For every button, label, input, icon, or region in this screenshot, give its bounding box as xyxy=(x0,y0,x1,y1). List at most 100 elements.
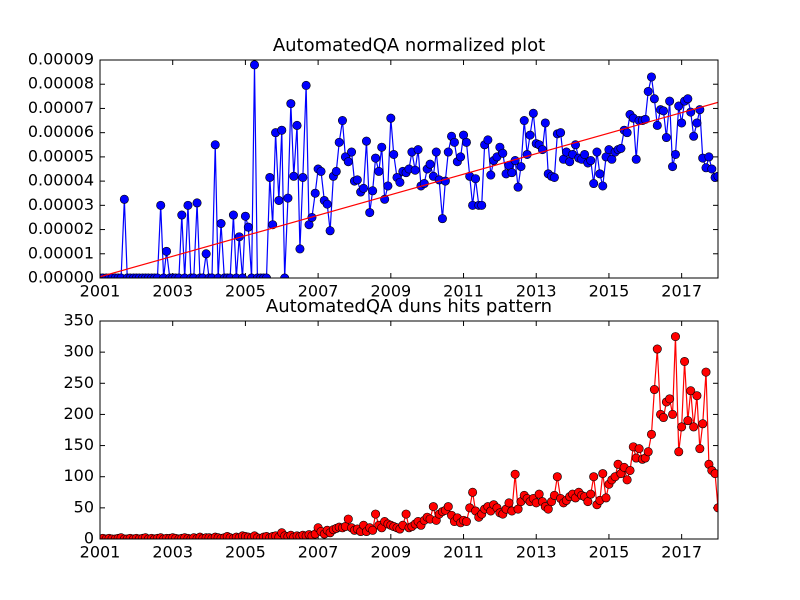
point xyxy=(652,344,662,354)
point xyxy=(583,497,593,507)
y-tick-label: 0.00009 xyxy=(28,50,94,69)
point xyxy=(359,183,369,193)
point xyxy=(477,200,487,210)
point xyxy=(286,99,296,109)
point xyxy=(665,96,675,106)
point xyxy=(677,422,687,432)
point xyxy=(443,147,453,157)
point xyxy=(289,171,299,181)
point xyxy=(704,152,714,162)
point xyxy=(486,170,496,180)
x-tick-label: 2011 xyxy=(443,543,484,562)
x-tick-label: 2013 xyxy=(516,543,557,562)
point xyxy=(371,509,381,519)
point xyxy=(395,177,405,187)
x-tick-label: 2003 xyxy=(152,282,193,301)
point xyxy=(383,181,393,191)
point xyxy=(343,157,353,167)
point xyxy=(449,137,459,147)
point xyxy=(343,514,353,524)
chart-title: AutomatedQA duns hits pattern xyxy=(266,296,552,317)
y-tick-label: 0.00000 xyxy=(28,268,94,287)
chart-title: AutomatedQA normalized plot xyxy=(273,35,545,56)
point xyxy=(374,166,384,176)
point xyxy=(428,502,438,512)
point xyxy=(552,472,562,482)
point xyxy=(368,525,378,535)
point xyxy=(622,475,632,485)
y-tick-label: 0.00008 xyxy=(28,74,94,93)
point xyxy=(513,182,523,192)
point xyxy=(283,193,293,203)
x-tick-label: 2001 xyxy=(80,282,121,301)
point xyxy=(556,128,566,138)
point xyxy=(516,162,526,172)
point xyxy=(692,391,702,401)
point xyxy=(504,498,514,508)
point xyxy=(437,214,447,224)
point xyxy=(680,356,690,366)
point xyxy=(298,172,308,182)
point xyxy=(410,165,420,175)
point xyxy=(156,200,166,210)
point xyxy=(543,504,553,514)
point xyxy=(586,156,596,166)
point xyxy=(695,444,705,454)
x-tick-label: 2005 xyxy=(225,543,266,562)
y-tick-label: 0.00002 xyxy=(28,219,94,238)
y-tick-label: 200 xyxy=(63,404,94,423)
point xyxy=(331,166,341,176)
y-tick-label: 0.00006 xyxy=(28,122,94,141)
point xyxy=(540,118,550,128)
point xyxy=(162,246,172,256)
point xyxy=(598,469,608,479)
point xyxy=(368,186,378,196)
point xyxy=(689,422,699,432)
point xyxy=(670,149,680,159)
point xyxy=(210,140,220,150)
point xyxy=(646,72,656,82)
point xyxy=(461,517,471,527)
point xyxy=(274,195,284,205)
point xyxy=(119,194,129,204)
point xyxy=(683,94,693,104)
point xyxy=(228,210,238,220)
point xyxy=(292,120,302,130)
point xyxy=(631,154,641,164)
point xyxy=(634,444,644,454)
x-tick-label: 2011 xyxy=(443,282,484,301)
point xyxy=(616,143,626,153)
point xyxy=(549,172,559,182)
point xyxy=(498,148,508,158)
x-tick-label: 2015 xyxy=(589,282,630,301)
x-tick-label: 2013 xyxy=(516,282,557,301)
x-tick-label: 2009 xyxy=(370,282,411,301)
point xyxy=(701,367,711,377)
point xyxy=(674,447,684,457)
point xyxy=(643,447,653,457)
point xyxy=(401,509,411,519)
axes-frame xyxy=(99,59,719,279)
point xyxy=(668,409,678,419)
point xyxy=(443,502,453,512)
point xyxy=(646,429,656,439)
point xyxy=(201,249,211,259)
x-tick-label: 2009 xyxy=(370,543,411,562)
y-tick-label: 0.00005 xyxy=(28,146,94,165)
x-tick-label: 2007 xyxy=(298,543,339,562)
x-tick-label: 2007 xyxy=(298,282,339,301)
point xyxy=(507,168,517,178)
point xyxy=(240,211,250,221)
y-tick-label: 100 xyxy=(63,466,94,485)
point xyxy=(658,106,668,116)
point xyxy=(183,200,193,210)
point xyxy=(598,181,608,191)
y-tick-label: 0.00003 xyxy=(28,195,94,214)
point xyxy=(589,179,599,189)
point xyxy=(177,210,187,220)
y-tick-label: 0.00004 xyxy=(28,171,94,190)
point xyxy=(192,198,202,208)
point xyxy=(670,332,680,342)
point xyxy=(268,220,278,230)
